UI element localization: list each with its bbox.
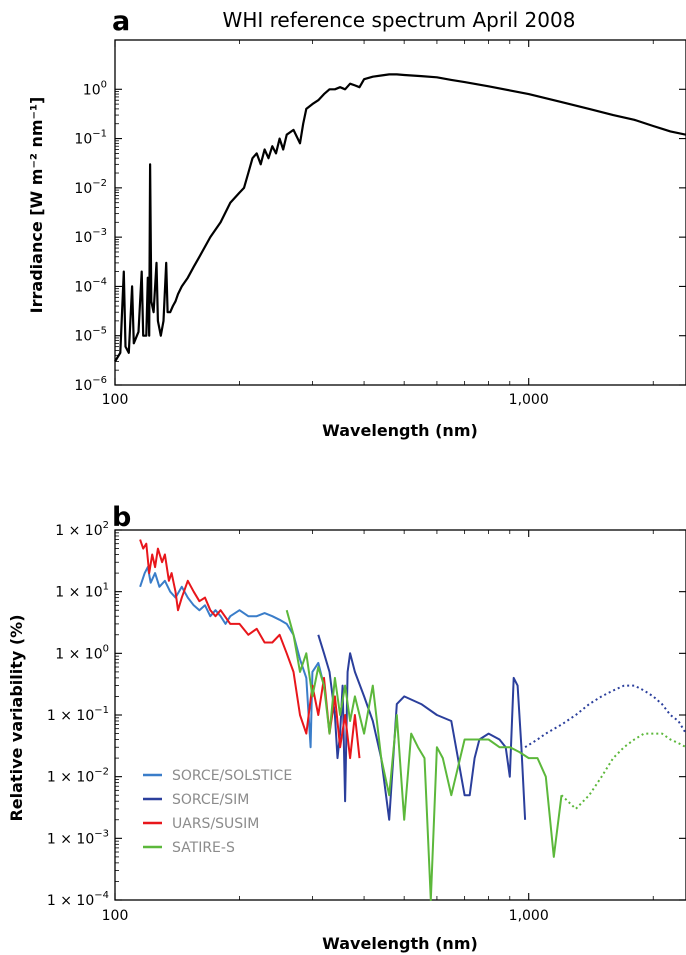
x-tick-label: 100 xyxy=(102,392,129,408)
panel-a-series xyxy=(114,73,686,363)
y-tick-label: 100 xyxy=(83,79,107,98)
series-line-sorce-sim-dotted xyxy=(524,684,686,749)
panel-a-letter: a xyxy=(112,6,130,37)
legend-label: SORCE/SOLSTICE xyxy=(172,768,292,784)
series-line-satire-s xyxy=(285,609,563,901)
panel-b-legend: SORCE/SOLSTICE SORCE/SIM UARS/SUSIM SATIRE-… xyxy=(143,768,292,856)
y-tick-label: 10−4 xyxy=(74,276,107,295)
x-tick-label: 100 xyxy=(102,908,129,924)
panel-b-y-axis-title: Relative variability (%) xyxy=(7,614,26,821)
y-tick-label: 10−1 xyxy=(74,129,107,148)
series-line-sorce-solstice xyxy=(139,566,325,749)
legend-label: SATIRE-S xyxy=(172,840,235,856)
panel-a-title: WHI reference spectrum April 2008 xyxy=(223,8,576,32)
legend-label: UARS/SUSIM xyxy=(172,816,259,832)
panel-b-ticks: 1 × 10−4 1 × 10−3 1 × 10−2 1 × 10−1 1 × 100 1… xyxy=(47,520,686,924)
y-tick-label: 10−5 xyxy=(74,326,107,345)
panel-a-ticks: 10−6 10−5 10−4 10−3 10−2 10−1 100 100 1,000 xyxy=(74,40,686,408)
y-tick-label: 1 × 10−3 xyxy=(47,828,109,847)
y-tick-label: 1 × 102 xyxy=(55,520,109,539)
series-line-sorce-sim xyxy=(317,634,527,821)
y-tick-label: 10−2 xyxy=(74,178,107,197)
y-tick-label: 1 × 10−4 xyxy=(47,890,109,909)
legend-label: SORCE/SIM xyxy=(172,792,249,808)
y-tick-label: 1 × 100 xyxy=(55,643,109,662)
y-tick-label: 10−6 xyxy=(74,375,107,394)
panel-b-x-axis-title: Wavelength (nm) xyxy=(322,934,478,953)
panel-a-plot-frame xyxy=(114,39,686,386)
x-tick-label: 1,000 xyxy=(509,392,549,408)
series-line-uars-susim xyxy=(139,539,361,760)
panel-a: a WHI reference spectrum April 2008 10−6… xyxy=(27,6,686,440)
panel-b: b 1 × 10−41 × 10−31 × 10−21 × 10−11 × 10… xyxy=(7,502,686,953)
y-tick-label: 1 × 101 xyxy=(55,582,109,601)
series-line-spectrum xyxy=(114,73,686,363)
x-tick-label: 1,000 xyxy=(509,908,549,924)
y-tick-label: 1 × 10−2 xyxy=(47,767,109,786)
panel-a-y-axis-title: Irradiance [W m⁻² nm⁻¹] xyxy=(27,97,46,314)
y-tick-label: 10−3 xyxy=(74,227,107,246)
series-line-satire-s-dotted xyxy=(560,732,686,810)
y-tick-label: 1 × 10−1 xyxy=(47,705,109,724)
panel-b-series xyxy=(139,539,686,901)
panel-b-letter: b xyxy=(112,502,131,533)
panel-a-x-axis-title: Wavelength (nm) xyxy=(322,421,478,440)
